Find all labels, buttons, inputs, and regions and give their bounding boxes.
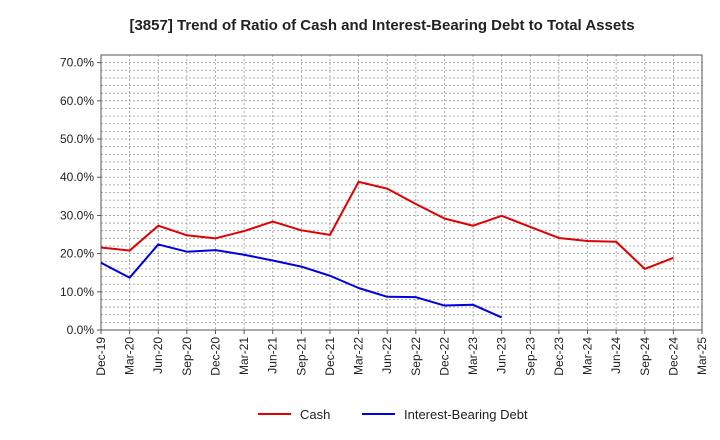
series-lines: [100, 180, 674, 319]
grid-lines: [101, 55, 702, 330]
x-tick-label: Sep-20: [180, 337, 194, 376]
legend-label-1: Interest-Bearing Debt: [404, 407, 528, 422]
x-axis-ticks: Dec-19 Mar-20 Jun-20 Sep-20 Dec-20 Mar-21 Jun-…: [94, 330, 709, 376]
x-tick-label: Dec-19: [94, 337, 108, 376]
x-tick-label: Mar-22: [352, 337, 366, 375]
x-tick-label: Mar-21: [237, 337, 251, 375]
x-tick-label: Jun-23: [495, 337, 509, 374]
y-tick-label: 40.0%: [60, 170, 94, 184]
x-tick-label: Jun-24: [609, 337, 623, 374]
x-tick-label: Sep-23: [523, 337, 537, 376]
x-tick-label: Sep-22: [409, 337, 423, 376]
y-tick-label: 70.0%: [60, 56, 94, 70]
x-tick-label: Dec-21: [323, 337, 337, 376]
x-tick-label: Dec-20: [208, 337, 222, 376]
y-tick-label: 0.0%: [67, 323, 95, 337]
x-tick-label: Mar-25: [695, 337, 709, 375]
x-tick-label: Sep-24: [638, 337, 652, 376]
x-tick-label: Dec-23: [552, 337, 566, 376]
x-tick-label: Mar-20: [123, 337, 137, 375]
x-tick-label: Mar-24: [581, 337, 595, 375]
y-axis-ticks: 0.0% 10.0% 20.0% 30.0% 40.0% 50.0% 60.0% 70.0%: [60, 56, 101, 337]
y-tick-label: 10.0%: [60, 285, 94, 299]
series-line-0: [100, 180, 674, 270]
x-tick-label: Jun-22: [380, 337, 394, 374]
y-tick-label: 50.0%: [60, 132, 94, 146]
x-tick-label: Sep-21: [294, 337, 308, 376]
chart-title: [3857] Trend of Ratio of Cash and Intere…: [129, 17, 634, 34]
legend-label-0: Cash: [300, 407, 330, 422]
x-tick-label: Mar-23: [466, 337, 480, 375]
legend: Cash Interest-Bearing Debt: [258, 407, 528, 422]
series-line-1: [100, 243, 503, 319]
y-tick-label: 20.0%: [60, 247, 94, 261]
x-tick-label: Jun-21: [266, 337, 280, 374]
plot-frame: [100, 54, 703, 331]
y-tick-label: 30.0%: [60, 208, 94, 222]
y-tick-label: 60.0%: [60, 94, 94, 108]
x-tick-label: Jun-20: [151, 337, 165, 374]
x-tick-label: Dec-24: [666, 337, 680, 376]
x-tick-label: Dec-22: [437, 337, 451, 376]
